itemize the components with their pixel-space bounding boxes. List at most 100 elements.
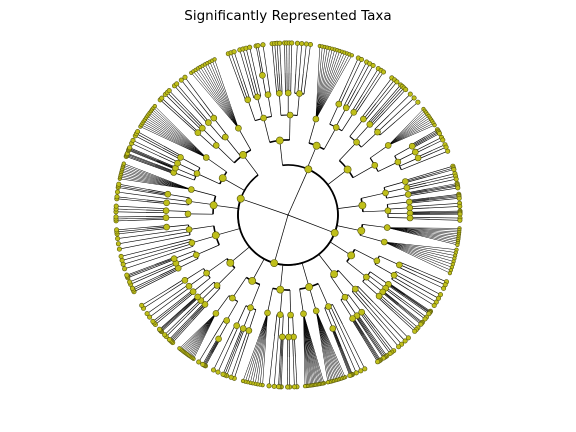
leaf-node bbox=[432, 122, 437, 128]
branch-edge bbox=[152, 302, 177, 322]
leaf-node bbox=[121, 161, 126, 166]
clade-node bbox=[405, 198, 413, 206]
branch-edge bbox=[362, 335, 379, 362]
clade-node bbox=[395, 261, 403, 269]
branch-edge bbox=[146, 201, 167, 204]
branch-edge bbox=[391, 278, 409, 291]
branch-edge bbox=[178, 292, 195, 306]
branch-edge bbox=[387, 217, 411, 219]
branch-edge bbox=[388, 110, 425, 146]
leaf-node bbox=[347, 372, 353, 378]
branch-edge bbox=[384, 241, 451, 274]
branch-edge bbox=[308, 286, 317, 311]
branch-edge bbox=[206, 258, 228, 274]
leaf-node bbox=[130, 137, 136, 143]
branch-edge bbox=[234, 327, 243, 347]
branch-edge bbox=[149, 112, 207, 158]
branch-edge bbox=[170, 241, 192, 248]
branch-edge bbox=[174, 85, 195, 109]
branch-edge bbox=[398, 266, 417, 276]
clade-node bbox=[312, 141, 321, 150]
branch-edge bbox=[351, 94, 363, 112]
branch-edge bbox=[366, 308, 399, 347]
branch-edge bbox=[209, 61, 239, 129]
branch-edge bbox=[116, 227, 147, 231]
branch-edge bbox=[245, 48, 254, 78]
branch-edge bbox=[146, 296, 172, 314]
clade-node bbox=[235, 124, 242, 132]
clade-node bbox=[366, 121, 374, 128]
branch-edge bbox=[336, 326, 357, 374]
branch-edge bbox=[408, 189, 428, 194]
branch-edge bbox=[230, 348, 242, 378]
branch-edge bbox=[301, 262, 310, 288]
branch-edge bbox=[413, 280, 441, 295]
branch-edge bbox=[274, 314, 278, 337]
branch-edge bbox=[148, 114, 207, 158]
branch-edge bbox=[238, 81, 247, 101]
branch-edge bbox=[380, 84, 401, 108]
branch-edge bbox=[354, 249, 378, 262]
branch-edge bbox=[323, 127, 337, 150]
leaf-node bbox=[436, 131, 442, 137]
branch-edge bbox=[303, 313, 306, 387]
clade-node bbox=[181, 276, 189, 284]
branch-edge bbox=[229, 326, 239, 345]
clade-node bbox=[185, 282, 193, 290]
branch-edge bbox=[243, 80, 251, 100]
branch-edge bbox=[303, 74, 307, 95]
leaf-node bbox=[457, 203, 463, 209]
branch-edge bbox=[287, 169, 309, 216]
branch-edge bbox=[146, 199, 167, 203]
clade-node bbox=[194, 293, 201, 301]
leaf-node bbox=[182, 74, 188, 80]
branch-edge bbox=[368, 108, 383, 125]
branch-edge bbox=[123, 249, 172, 265]
branch-edge bbox=[166, 210, 189, 212]
branch-edge bbox=[352, 61, 367, 89]
branch-edge bbox=[384, 241, 455, 259]
branch-edge bbox=[167, 228, 189, 233]
clade-node bbox=[414, 154, 422, 162]
branch-edge bbox=[189, 225, 214, 230]
branch-edge bbox=[329, 103, 340, 125]
branch-edge bbox=[277, 314, 281, 337]
branch-edge bbox=[348, 91, 359, 110]
clade-node bbox=[360, 115, 367, 123]
branch-edge bbox=[315, 48, 331, 120]
branch-edge bbox=[387, 227, 459, 236]
branch-edge bbox=[409, 204, 430, 208]
branch-edge bbox=[273, 214, 289, 264]
branch-edge bbox=[262, 75, 267, 96]
branch-edge bbox=[429, 196, 460, 201]
branch-edge bbox=[228, 53, 239, 82]
leaf-node bbox=[411, 95, 417, 101]
leaf-node bbox=[119, 257, 125, 263]
branch-edge bbox=[160, 267, 179, 278]
branch-edge bbox=[262, 312, 268, 386]
clade-node bbox=[300, 310, 307, 318]
branch-edge bbox=[279, 140, 283, 166]
branch-edge bbox=[147, 115, 207, 158]
clade-node bbox=[185, 226, 193, 233]
branch-edge bbox=[118, 187, 148, 193]
leaf-node bbox=[115, 189, 121, 195]
clade-node bbox=[163, 199, 170, 207]
branch-edge bbox=[167, 278, 185, 290]
branch-edge bbox=[367, 107, 382, 124]
branch-edge bbox=[344, 297, 358, 316]
clade-node bbox=[406, 214, 414, 222]
branch-edge bbox=[115, 218, 147, 220]
branch-edge bbox=[157, 262, 176, 271]
branch-edge bbox=[315, 46, 323, 120]
branch-edge bbox=[256, 96, 264, 119]
branch-edge bbox=[155, 163, 175, 172]
branch-edge bbox=[144, 119, 207, 158]
branch-edge bbox=[351, 318, 363, 337]
leaf-node bbox=[159, 95, 165, 101]
branch-edge bbox=[271, 43, 276, 74]
branch-edge bbox=[166, 202, 189, 206]
branch-edge bbox=[121, 170, 192, 190]
branch-edge bbox=[369, 145, 389, 159]
branch-edge bbox=[279, 356, 282, 387]
